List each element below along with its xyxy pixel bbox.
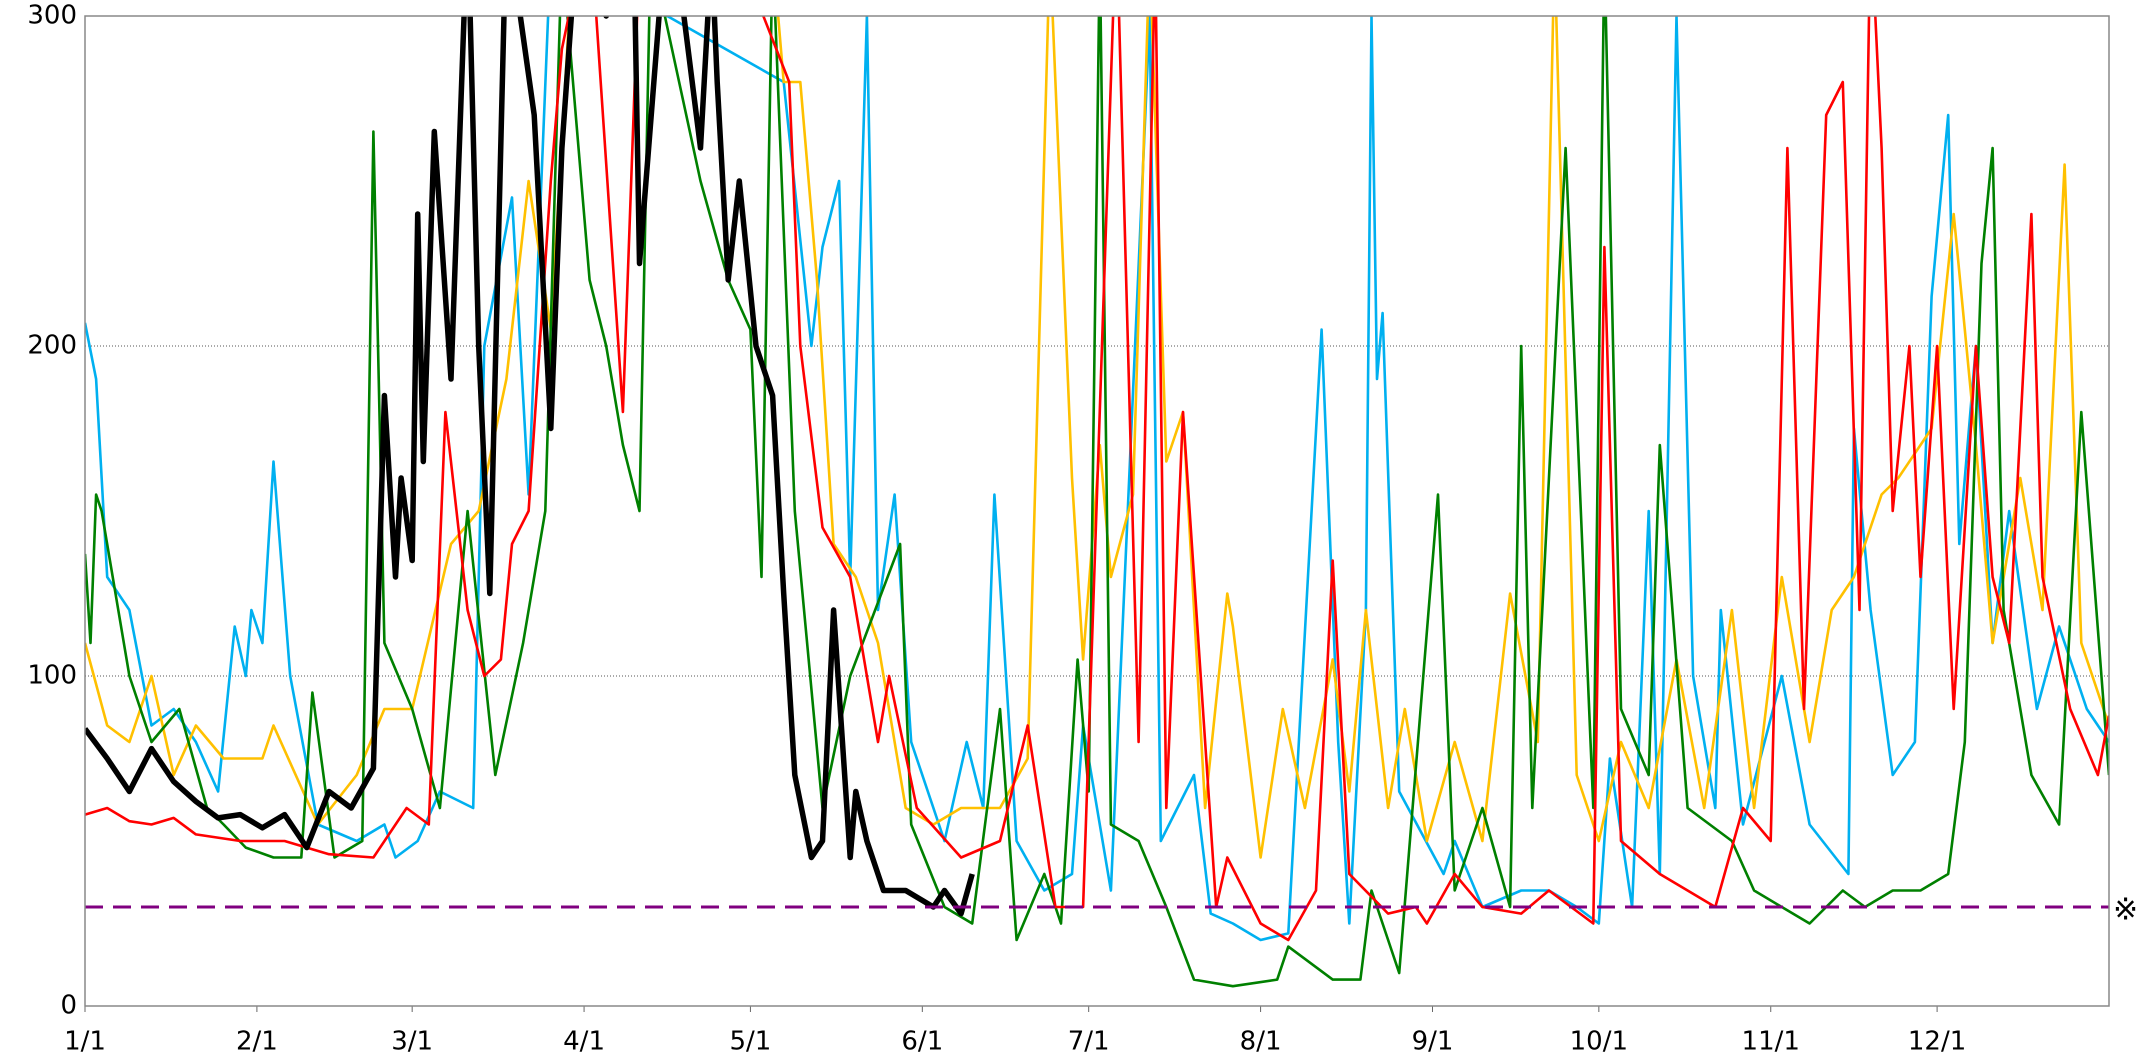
x-tick-label: 8/1 xyxy=(1240,1027,1282,1057)
x-tick-label: 2/1 xyxy=(236,1027,278,1057)
x-tick-label: 3/1 xyxy=(391,1027,433,1057)
reference-label: ※ xyxy=(2113,893,2138,928)
x-tick-label: 9/1 xyxy=(1412,1027,1454,1057)
x-tick-label: 7/1 xyxy=(1068,1027,1110,1057)
series-line xyxy=(85,16,2109,859)
y-tick-label: 300 xyxy=(27,1,77,31)
x-tick-label: 12/1 xyxy=(1908,1027,1966,1057)
x-tick-label: 5/1 xyxy=(730,1027,772,1057)
plot-frame xyxy=(84,15,2110,1007)
y-tick-label: 100 xyxy=(27,661,77,691)
y-tick-label: 0 xyxy=(60,991,77,1021)
series-line xyxy=(85,16,2109,988)
x-tick-label: 10/1 xyxy=(1570,1027,1628,1057)
series-line xyxy=(85,16,975,917)
x-tick-label: 1/1 xyxy=(64,1027,106,1057)
x-tick-label: 4/1 xyxy=(563,1027,605,1057)
x-tick-label: 11/1 xyxy=(1742,1027,1800,1057)
y-tick-label: 200 xyxy=(27,331,77,361)
x-tick-label: 6/1 xyxy=(901,1027,943,1057)
series-line xyxy=(85,16,2109,942)
